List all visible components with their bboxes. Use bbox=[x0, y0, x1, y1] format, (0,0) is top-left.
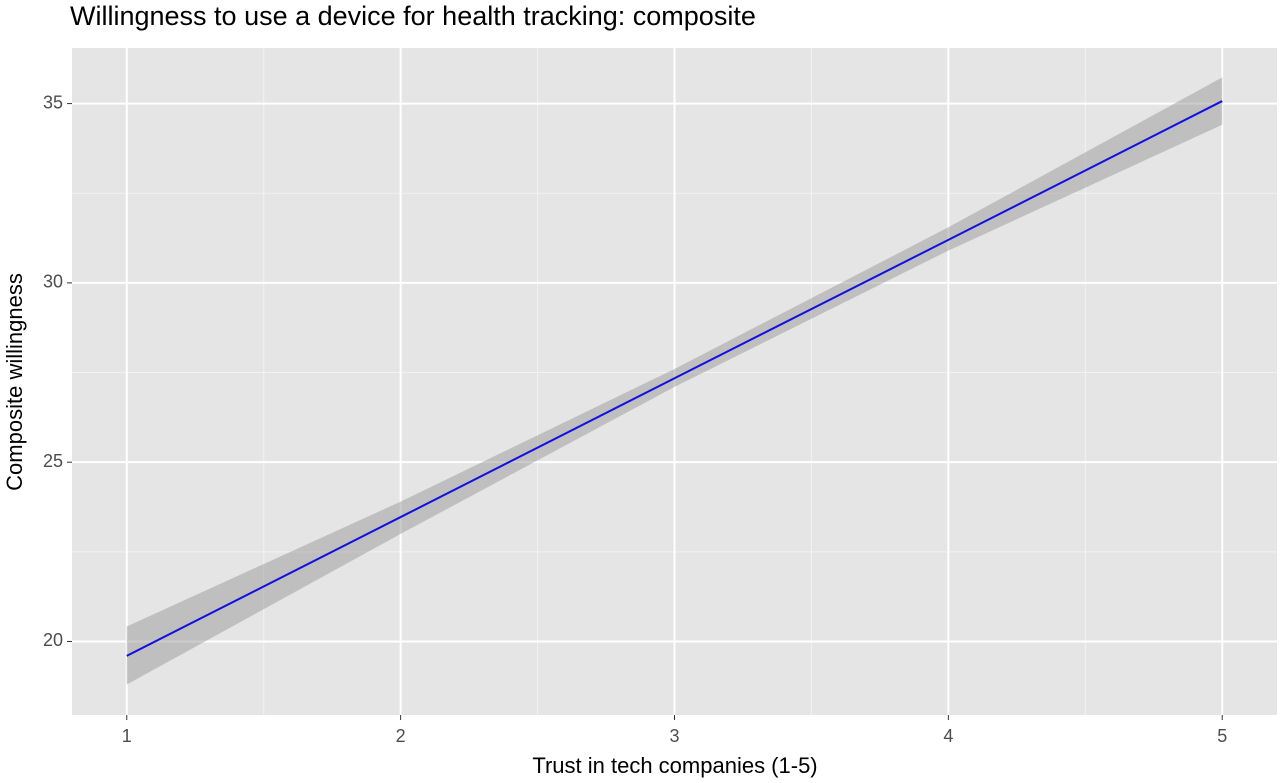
x-tick-label: 3 bbox=[669, 726, 679, 746]
y-tick-label: 35 bbox=[43, 92, 63, 112]
fit-line bbox=[126, 100, 1223, 657]
y-axis-title: Composite willingness bbox=[2, 273, 27, 491]
confidence-band bbox=[126, 77, 1223, 685]
y-tick-label: 30 bbox=[43, 272, 63, 292]
x-tick-label: 2 bbox=[396, 726, 406, 746]
y-tick-label: 25 bbox=[43, 451, 63, 471]
chart-title: Willingness to use a device for health t… bbox=[70, 1, 756, 31]
y-tick-label: 20 bbox=[43, 630, 63, 650]
x-axis-title: Trust in tech companies (1-5) bbox=[532, 753, 817, 778]
x-tick-label: 5 bbox=[1217, 726, 1227, 746]
x-tick-label: 4 bbox=[943, 726, 953, 746]
x-tick-label: 1 bbox=[122, 726, 132, 746]
